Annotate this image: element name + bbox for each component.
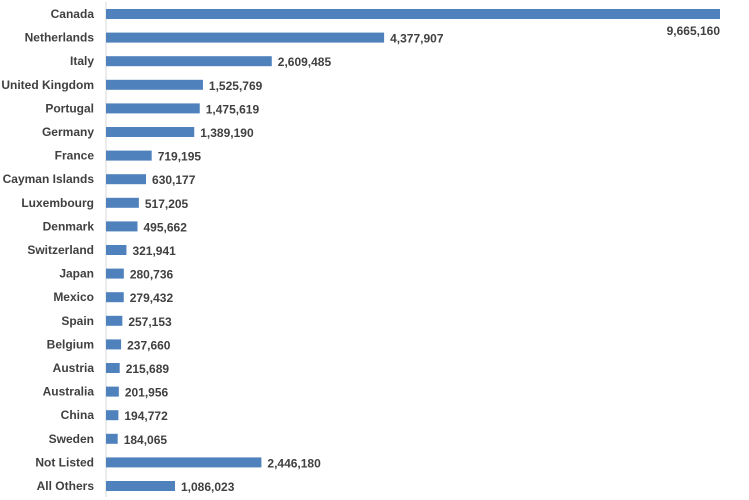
bar — [106, 386, 119, 397]
bar — [106, 339, 122, 350]
bar — [106, 197, 139, 208]
data-label: 194,772 — [124, 409, 168, 423]
bar — [106, 103, 200, 114]
bar — [106, 363, 120, 373]
data-label: 2,609,485 — [278, 55, 332, 69]
bar — [106, 127, 195, 137]
category-label: All Others — [37, 479, 95, 493]
category-label: Luxembourg — [21, 196, 94, 210]
bar — [106, 292, 124, 303]
category-label: Belgium — [47, 337, 94, 351]
data-label: 184,065 — [124, 433, 168, 447]
category-label: Cayman Islands — [3, 172, 95, 186]
category-label: Australia — [43, 385, 95, 399]
category-label: China — [61, 408, 95, 422]
data-label: 630,177 — [152, 173, 196, 187]
category-label: Switzerland — [27, 243, 94, 257]
bar — [106, 433, 118, 444]
category-label: Mexico — [53, 290, 94, 304]
data-label: 1,525,769 — [209, 79, 263, 93]
category-label: Not Listed — [35, 455, 94, 469]
data-label: 215,689 — [126, 362, 170, 376]
data-label: 279,432 — [130, 291, 174, 305]
bar — [106, 268, 124, 279]
data-label: 495,662 — [143, 220, 187, 234]
category-label: United Kingdom — [1, 78, 94, 92]
category-label: Portugal — [45, 101, 94, 115]
bar — [106, 221, 138, 232]
data-label: 1,389,190 — [200, 126, 254, 140]
category-label: Austria — [53, 361, 95, 375]
data-label: 1,475,619 — [206, 102, 260, 116]
data-label: 237,660 — [127, 338, 171, 352]
bar — [106, 174, 147, 185]
category-label: Germany — [42, 125, 94, 139]
bar — [106, 79, 203, 90]
bar — [106, 56, 272, 67]
data-label: 257,153 — [128, 315, 172, 329]
data-label: 4,377,907 — [390, 32, 444, 46]
category-label: Japan — [59, 267, 94, 281]
bar — [106, 457, 262, 468]
category-label: Italy — [70, 54, 94, 68]
data-label: 1,086,023 — [181, 480, 235, 494]
category-label: Sweden — [49, 432, 94, 446]
bar — [106, 410, 119, 421]
bar — [106, 32, 385, 43]
category-label: Canada — [51, 7, 95, 21]
bar — [106, 150, 152, 161]
category-label: Denmark — [43, 219, 95, 233]
data-label: 9,665,160 — [667, 24, 721, 38]
data-label: 321,941 — [132, 244, 176, 258]
data-label: 719,195 — [158, 150, 202, 164]
data-label: 517,205 — [145, 197, 189, 211]
bar — [106, 245, 127, 255]
bar — [106, 315, 123, 326]
data-label: 280,736 — [130, 268, 174, 282]
category-label: Netherlands — [25, 31, 95, 45]
bar — [106, 9, 720, 19]
category-label: France — [55, 149, 95, 163]
data-label: 201,956 — [125, 386, 169, 400]
category-label: Spain — [61, 314, 94, 328]
bar — [106, 481, 175, 491]
data-label: 2,446,180 — [267, 456, 321, 470]
